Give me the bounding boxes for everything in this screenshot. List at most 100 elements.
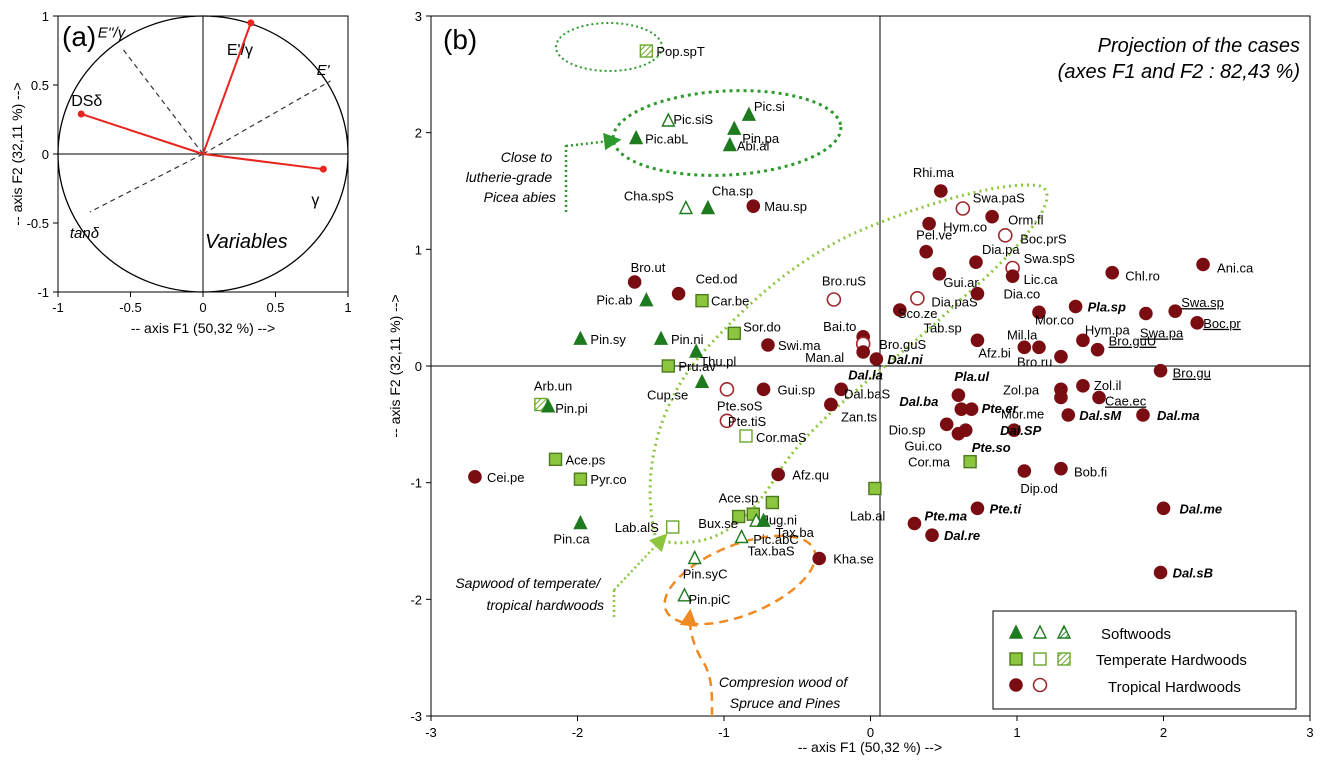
poplar-tension-ellipse [555, 22, 663, 72]
panel-a-supplementary-variables: E''/γ E' tanδ [70, 25, 331, 242]
point-kha-se [812, 551, 827, 566]
point-label-afz-bi: Afz.bi [978, 345, 1011, 360]
point-label-bro-ut: Bro.ut [631, 260, 666, 275]
point-pic-abl [628, 129, 644, 145]
point-label-hym-pa: Hym.pa [1085, 322, 1131, 337]
point-dal-ni [869, 352, 884, 366]
point-label-pte-ma: Pte.ma [924, 509, 967, 524]
sapwood-annotation-line-2: tropical hardwoods [486, 597, 604, 613]
point-label-swi-ma: Swi.ma [778, 338, 821, 353]
point-cei-pe [468, 470, 482, 484]
point-car-be [695, 293, 709, 308]
point-label-dal-sm: Dal.sM [1079, 408, 1122, 423]
point-label-pin-syc: Pin.syC [683, 567, 728, 582]
panel-a-y-label: -- axis F2 (32,11 %) --> [9, 82, 25, 225]
point-label-kha-se: Kha.se [833, 552, 873, 567]
point-label-pin-pic: Pin.piC [688, 592, 730, 607]
lutherie-arrow [565, 132, 622, 151]
point-pru-av [661, 359, 676, 373]
point-label-pin-sy: Pin.sy [590, 332, 626, 347]
lutherie-ellipse [611, 89, 843, 177]
sapwood-annotation: Sapwood of temperate/ tropical hardwoods [455, 575, 604, 613]
point-tax-bas [734, 528, 749, 544]
point-pic-sis [661, 112, 676, 127]
point-label-dia-co: Dia.co [1003, 287, 1040, 302]
panel-b-label: (b) [443, 24, 477, 55]
point-label-dia-pas: Dia.paS [931, 294, 978, 309]
legend-marker-tri-filled [1008, 624, 1024, 639]
point-label-sor-do: Sor.do [743, 319, 781, 334]
point-label-bob-fi: Bob.fi [1074, 465, 1107, 480]
legend-marker-sq-filled [1009, 652, 1023, 666]
point-hym-pa [1076, 333, 1090, 348]
point-label-dio-sp: Dio.sp [889, 422, 926, 437]
point-cae-ec [1092, 390, 1106, 405]
point-dip-od [1017, 464, 1032, 478]
point-label-zol-il: Zol.il [1094, 378, 1122, 393]
point-label-mau-sp: Mau.sp [764, 199, 807, 214]
point-label-gui-ar: Gui.ar [943, 275, 979, 290]
point-label-swa-pa: Swa.pa [1140, 326, 1184, 341]
point-pin-pa [727, 120, 742, 135]
point-dal-sp [1007, 423, 1021, 437]
point-bro-guu [1090, 342, 1105, 357]
point-mor-co [1032, 305, 1046, 320]
panel-a-x-tick-label: -0.5 [119, 300, 141, 315]
panel-b-x-tick-label: -3 [425, 725, 437, 740]
point-label-cha-sps: Cha.spS [624, 189, 674, 204]
legend-tropical-hardwoods: Tropical Hardwoods [1108, 679, 1241, 696]
point-gui-ar [932, 267, 947, 281]
point-label-dal-sp: Dal.SP [1000, 423, 1042, 438]
point-label-pic-si: Pic.si [754, 99, 785, 114]
panel-a-y-tick-label: -0.5 [27, 216, 49, 231]
point-label-pic-sis: Pic.siS [673, 112, 713, 127]
point-tax-ba [756, 512, 771, 527]
point-ced-od [671, 286, 686, 301]
point-lab-als [666, 520, 680, 534]
legend-marker-sq-open [1033, 652, 1047, 666]
point-dal-la [834, 382, 849, 397]
point-boc-prs [997, 228, 1013, 243]
point-label-hym-co: Hym.co [943, 220, 987, 235]
point-mor-me [1054, 390, 1068, 405]
point-dia-pa [969, 255, 983, 269]
supplementary-variable-label: tanδ [70, 225, 100, 242]
point-label-pte-er: Pte.er [982, 401, 1019, 416]
point-ani-ca [1196, 257, 1210, 272]
active-variable-vector [202, 153, 324, 171]
panel-b-x-tick-label: -1 [718, 725, 730, 740]
point-label-gui-co: Gui.co [904, 439, 942, 454]
point-label-dal-ma: Dal.ma [1157, 408, 1200, 423]
active-variable-vector [80, 113, 204, 155]
point-label-ani-ca: Ani.ca [1217, 261, 1254, 276]
point-sco-ze [892, 303, 907, 317]
point-label-rhi-ma: Rhi.ma [913, 165, 955, 180]
point-label-pte-ti: Pte.ti [989, 501, 1021, 516]
panel-a-x-tick-label: 0 [199, 300, 206, 315]
point-hym-co [922, 216, 936, 231]
point-label-bro-gu: Bro.gu [1173, 366, 1211, 381]
point-pic-ab [639, 292, 654, 307]
point-pin-ni [653, 330, 669, 345]
point-thu-pl [689, 343, 704, 358]
panel-b-y-tick-label: 2 [415, 126, 422, 141]
point-label-swa-sps: Swa.spS [1024, 251, 1076, 266]
panel-b-y-tick-label: -2 [410, 592, 422, 607]
point-pic-si [741, 106, 757, 121]
point-ace-ps [548, 452, 563, 467]
point-pte-so [958, 423, 973, 437]
panel-a-y-tick-label: -1 [37, 285, 49, 300]
point-label-pru-av: Pru.av [678, 359, 716, 374]
point-bob-fi [1054, 461, 1068, 476]
point-pte-er [964, 402, 979, 416]
point-label-man-al: Man.al [805, 350, 844, 365]
panel-b-title: Projection of the cases [1098, 35, 1300, 57]
legend-marker-tri-hatched [1056, 624, 1072, 639]
point-label-pla-sp: Pla.sp [1088, 300, 1126, 315]
point-label-lic-ca: Lic.ca [1024, 272, 1059, 287]
point-label-chl-ro: Chl.ro [1125, 269, 1160, 284]
point-label-cup-se: Cup.se [647, 387, 688, 402]
point-pte-ma [907, 516, 922, 531]
